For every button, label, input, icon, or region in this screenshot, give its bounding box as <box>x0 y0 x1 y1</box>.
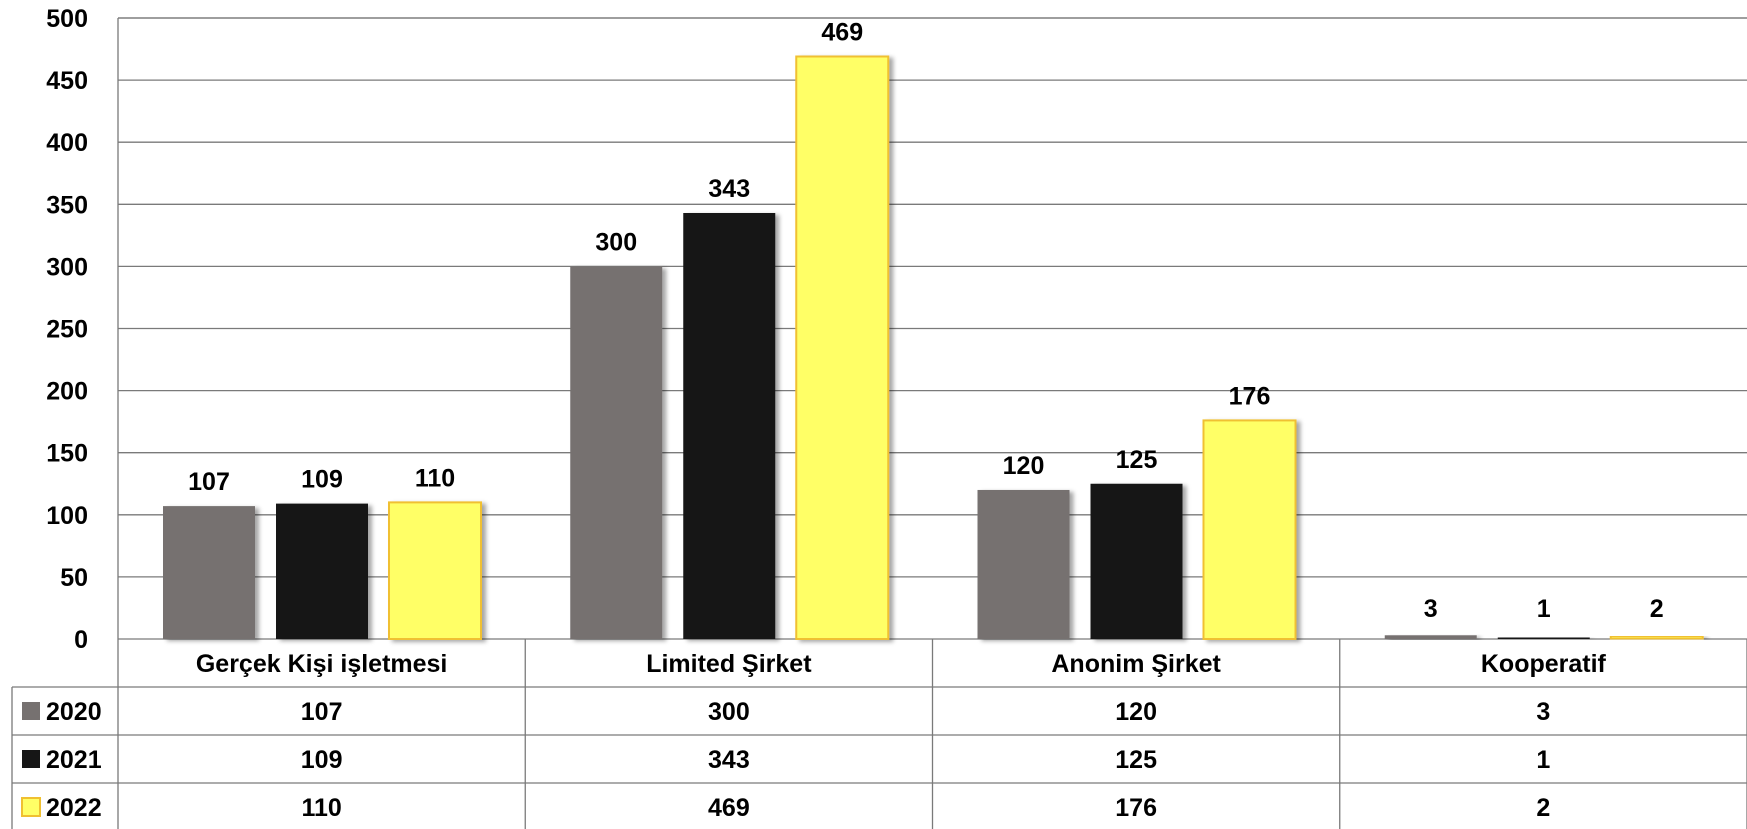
table-cell: 107 <box>301 698 343 726</box>
table-cell: 300 <box>708 698 750 726</box>
data-label: 176 <box>1229 382 1271 410</box>
data-label: 107 <box>188 468 230 496</box>
y-tick-label: 0 <box>74 626 88 654</box>
y-tick-label: 50 <box>60 564 88 592</box>
table-cell: 120 <box>1115 698 1157 726</box>
y-tick-label: 300 <box>46 253 88 281</box>
x-tick-label: Limited Şirket <box>646 650 812 678</box>
table-cell: 109 <box>301 746 343 774</box>
data-label: 110 <box>415 464 455 492</box>
y-tick-label: 400 <box>46 129 88 157</box>
data-label: 2 <box>1650 595 1664 623</box>
table-cell: 110 <box>301 794 341 822</box>
y-tick-label: 500 <box>46 5 88 33</box>
bar-2020 <box>1384 635 1477 639</box>
y-tick-label: 450 <box>46 67 88 95</box>
table-cell: 343 <box>708 746 750 774</box>
table-cell: 125 <box>1115 746 1157 774</box>
legend-swatch-2020 <box>22 702 40 720</box>
bar-2020 <box>570 266 663 639</box>
legend-swatch-2021 <box>22 750 40 768</box>
table-cell: 176 <box>1115 794 1157 822</box>
data-label: 120 <box>1003 452 1045 480</box>
legend-entry: 2020 <box>46 698 102 726</box>
x-tick-label: Kooperatif <box>1481 650 1607 678</box>
bar-2022 <box>795 55 890 640</box>
x-tick-label: Gerçek Kişi işletmesi <box>196 650 448 678</box>
legend-swatch-2022 <box>21 797 41 817</box>
data-label: 1 <box>1537 595 1551 623</box>
bar-2021 <box>683 212 776 639</box>
data-label: 3 <box>1424 595 1438 623</box>
legend-entry: 2021 <box>46 746 102 774</box>
bars <box>163 55 1704 640</box>
data-label: 343 <box>708 175 750 203</box>
legend-entry: 2022 <box>46 794 102 822</box>
x-tick-label: Anonim Şirket <box>1051 650 1221 678</box>
data-labels: 107 109 110 300 343 469 120 125 176 3 1 2 <box>188 19 1664 623</box>
bar-2021 <box>1090 483 1183 639</box>
y-tick-label: 350 <box>46 191 88 219</box>
data-label: 125 <box>1116 446 1158 474</box>
data-label: 109 <box>301 466 343 494</box>
data-label: 469 <box>821 19 863 47</box>
bar-2022 <box>1609 635 1704 640</box>
y-axis: 0 50 100 150 200 250 300 350 400 450 500 <box>46 5 1747 654</box>
table-cell: 1 <box>1536 746 1550 774</box>
y-tick-label: 250 <box>46 316 88 344</box>
bar-2021 <box>1497 637 1590 639</box>
table-cell: 469 <box>708 794 750 822</box>
bar-2020 <box>977 489 1070 639</box>
bar-2020 <box>163 506 255 639</box>
table-cell: 3 <box>1536 698 1550 726</box>
data-label: 300 <box>595 228 637 256</box>
bar-2021 <box>276 503 368 639</box>
bar-2022 <box>388 501 482 640</box>
y-tick-label: 150 <box>46 440 88 468</box>
y-tick-label: 100 <box>46 502 88 530</box>
bar-2022 <box>1202 419 1297 640</box>
data-table: Gerçek Kişi işletmesi Limited Şirket Anoni… <box>11 639 1747 829</box>
table-cell: 2 <box>1536 794 1550 822</box>
y-tick-label: 200 <box>46 378 88 406</box>
